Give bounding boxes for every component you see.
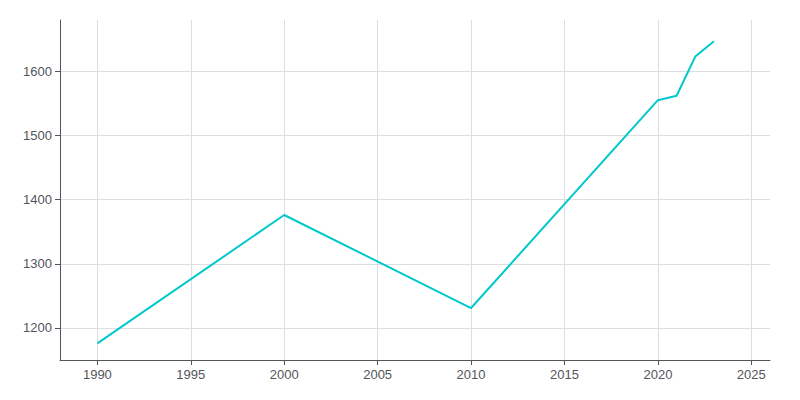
svg-text:1300: 1300 bbox=[23, 256, 52, 271]
svg-text:1500: 1500 bbox=[23, 128, 52, 143]
svg-text:2015: 2015 bbox=[550, 367, 579, 382]
svg-text:2000: 2000 bbox=[270, 367, 299, 382]
svg-text:2025: 2025 bbox=[737, 367, 766, 382]
svg-text:1400: 1400 bbox=[23, 192, 52, 207]
svg-text:1200: 1200 bbox=[23, 320, 52, 335]
svg-text:1995: 1995 bbox=[176, 367, 205, 382]
svg-text:1990: 1990 bbox=[83, 367, 112, 382]
svg-text:2010: 2010 bbox=[457, 367, 486, 382]
svg-text:2005: 2005 bbox=[363, 367, 392, 382]
svg-text:1600: 1600 bbox=[23, 64, 52, 79]
svg-text:2020: 2020 bbox=[643, 367, 672, 382]
